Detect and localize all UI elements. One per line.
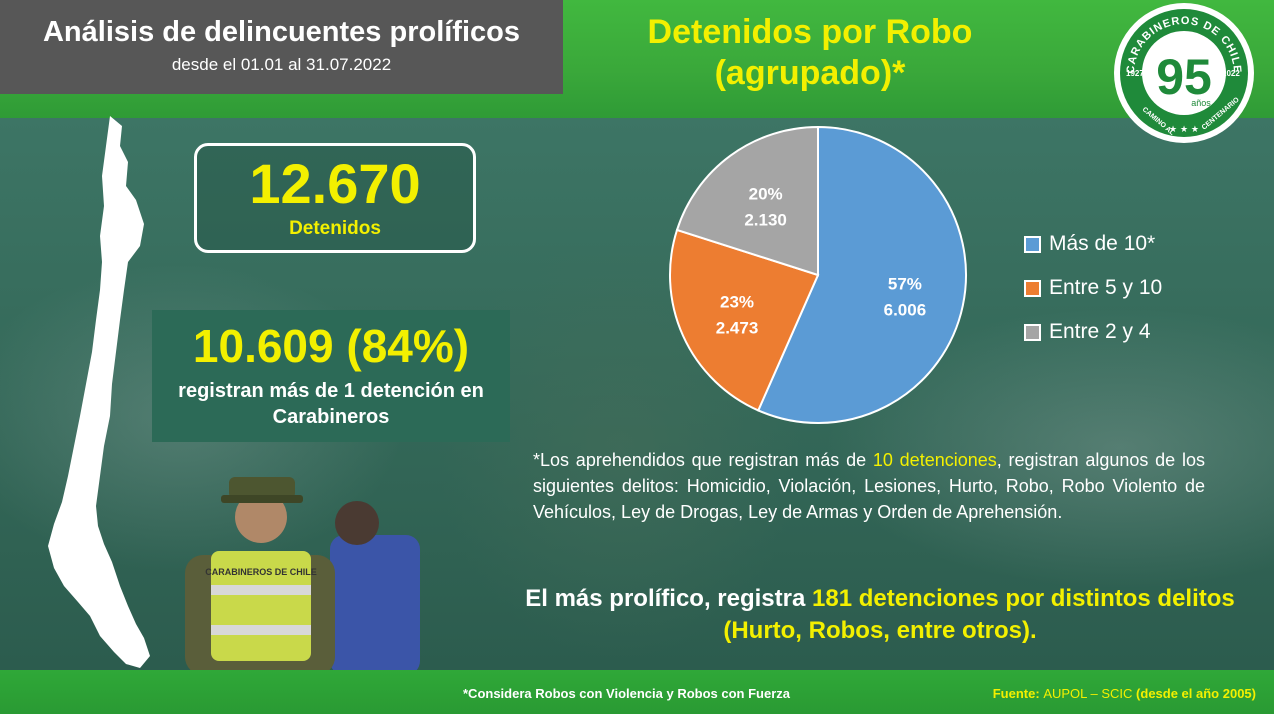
legend-item-entre-5-y-10: Entre 5 y 10 (1024, 266, 1162, 310)
pie-percent-label-2: 20% (749, 184, 783, 203)
legend-label: Entre 2 y 4 (1049, 320, 1151, 343)
pie-percent-label-1: 23% (720, 292, 754, 311)
vest-text: CARABINEROS DE CHILE (205, 567, 317, 577)
total-detained-value: 12.670 (249, 152, 421, 215)
prolific-part1: El más prolífico, registra (525, 585, 812, 612)
total-detained-box: 12.670 Detenidos (194, 143, 476, 253)
pie-slice-2 (675, 125, 819, 277)
pie-value-label-1: 2.473 (716, 318, 759, 337)
logo-number: 95 (1156, 49, 1212, 105)
chart-title-line1: Detenidos por Robo (647, 13, 973, 51)
logo-right-year: 2022 (1222, 69, 1240, 78)
offenses-note: *Los aprehendidos que registran más de 1… (533, 447, 1205, 525)
prolific-highlight: 181 detenciones por distintos delitos (H… (723, 585, 1235, 644)
pie-percent-label-0: 57% (888, 274, 922, 293)
pie-labels: 57% 6.006 23% 2.473 20% 2.130 (716, 184, 926, 337)
officer-and-detainee-photo: CARABINEROS DE CHILE (185, 477, 420, 675)
legend-item-entre-2-y-4: Entre 2 y 4 (1024, 310, 1162, 354)
title-box: Análisis de delincuentes prolíficos desd… (0, 0, 563, 94)
footer-bar: *Considera Robos con Violencia y Robos c… (0, 670, 1274, 714)
repeat-offenders-value: 10.609 (84%) (192, 320, 470, 372)
pie-slice-1 (669, 228, 820, 412)
pie-slice-0 (756, 125, 967, 424)
repeat-offenders-label: registran más de 1 detención en Carabine… (178, 380, 484, 428)
total-detained-label: Detenidos (289, 218, 381, 239)
pie-slices (669, 125, 967, 424)
source-text: AUPOL – SCIC (1043, 686, 1133, 701)
chart-legend: Más de 10* Entre 5 y 10 Entre 2 y 4 (1024, 222, 1162, 354)
pie-value-label-2: 2.130 (744, 210, 787, 229)
note-highlight: 10 detenciones (872, 450, 997, 470)
chart-title-line2: (agrupado)* (714, 54, 906, 92)
legend-swatch (1024, 235, 1041, 253)
carabineros-95-logo: CARABINEROS DE CHILE 95 años 1927 2022 C… (1114, 3, 1254, 143)
pie-chart: 57% 6.006 23% 2.473 20% 2.130 (669, 125, 967, 424)
page-title: Análisis de delincuentes prolíficos (42, 16, 520, 48)
note-part1: *Los aprehendidos que registran más de (533, 450, 873, 470)
chart-title: Detenidos por Robo (agrupado)* (610, 12, 1010, 94)
legend-item-mas-de-10: Más de 10* (1024, 222, 1162, 266)
note-part2: , registran algunos de los siguientes de… (533, 450, 1205, 522)
source-label: Fuente: (992, 686, 1040, 701)
logo-years: años (1191, 98, 1211, 108)
source: Fuente: AUPOL – SCIC (desde el año 2005) (993, 686, 1256, 701)
footnote: *Considera Robos con Violencia y Robos c… (463, 686, 790, 701)
legend-label: Más de 10* (1049, 232, 1156, 255)
logo-left-year: 1927 (1126, 69, 1144, 78)
most-prolific-statement: El más prolífico, registra 181 detencion… (520, 583, 1240, 647)
page-subtitle: desde el 01.01 al 31.07.2022 (171, 55, 392, 74)
source-suffix: (desde el año 2005) (1136, 686, 1256, 701)
legend-swatch (1024, 323, 1041, 341)
legend-swatch (1024, 279, 1041, 297)
legend-label: Entre 5 y 10 (1049, 276, 1163, 299)
repeat-offenders-box: 10.609 (84%) registran más de 1 detenció… (152, 310, 510, 442)
chile-map-icon (48, 116, 150, 668)
logo-stars-icon: ★ ★ ★ (1169, 125, 1199, 135)
pie-value-label-0: 6.006 (884, 300, 927, 319)
